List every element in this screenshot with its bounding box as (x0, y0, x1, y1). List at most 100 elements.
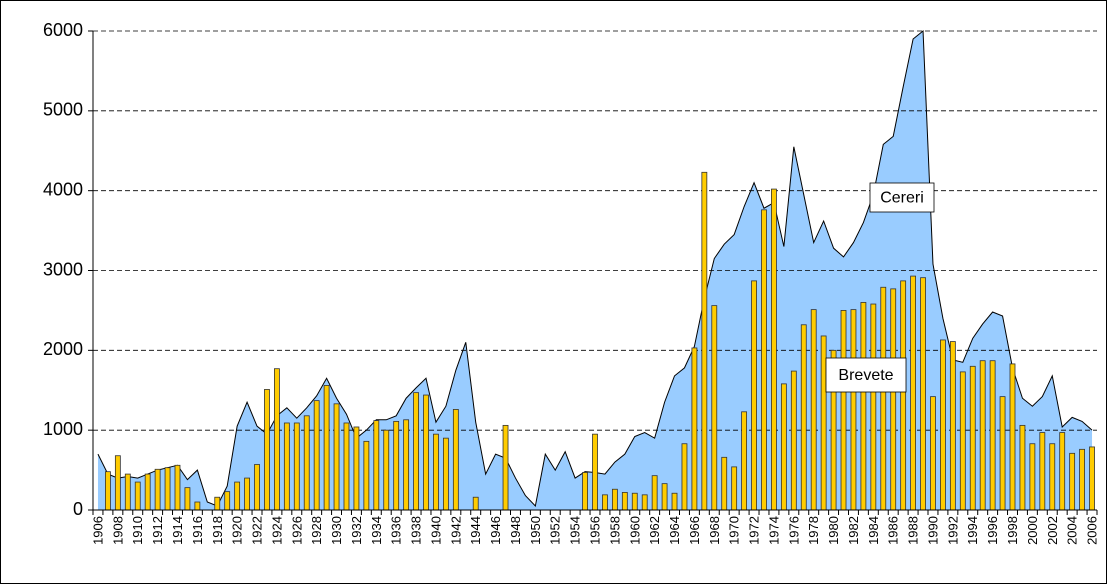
bar (602, 494, 608, 511)
bar (969, 365, 976, 511)
bar (403, 419, 410, 511)
x-tick-label: 1918 (210, 516, 225, 545)
bar (860, 302, 867, 511)
bar (363, 440, 370, 511)
x-tick-label: 1914 (170, 516, 185, 545)
bar (850, 309, 857, 511)
bar (134, 481, 141, 511)
bar (333, 403, 340, 511)
x-tick-label: 1926 (289, 516, 304, 545)
bar (393, 420, 400, 511)
y-tick-label: 2000 (43, 339, 83, 359)
bar (800, 324, 807, 511)
bar (194, 501, 201, 511)
x-tick-label: 1958 (607, 516, 622, 545)
bar (731, 466, 738, 511)
x-tick-label: 2004 (1065, 516, 1080, 545)
bar (184, 487, 191, 511)
bar (244, 477, 250, 511)
bar (920, 277, 926, 511)
bar (1039, 432, 1046, 511)
bar (989, 360, 996, 511)
bar (959, 371, 966, 511)
bar (1069, 452, 1076, 511)
bar (313, 400, 320, 511)
bar (681, 443, 688, 511)
y-tick-label: 1000 (43, 419, 83, 439)
bar (790, 370, 797, 511)
bar (373, 420, 380, 511)
x-tick-label: 1964 (667, 516, 682, 545)
x-tick-label: 1994 (965, 516, 980, 545)
x-tick-label: 1922 (250, 516, 265, 545)
bar (949, 341, 956, 511)
y-tick-label: 4000 (43, 179, 83, 199)
x-tick-label: 1938 (409, 516, 424, 545)
bar (780, 383, 787, 511)
bar (880, 286, 887, 511)
bar (1079, 448, 1085, 511)
x-tick-label: 1962 (647, 516, 662, 545)
x-tick-label: 1940 (428, 516, 443, 545)
bar (274, 368, 280, 511)
bar (283, 422, 290, 511)
bar (701, 171, 708, 511)
bar (592, 433, 598, 511)
bar (651, 475, 658, 511)
bar (810, 309, 817, 511)
bar (910, 275, 916, 511)
bar (164, 467, 171, 511)
bar (940, 339, 946, 511)
bar (423, 394, 429, 511)
x-tick-label: 1948 (508, 516, 523, 545)
bar (661, 483, 668, 511)
bar (1059, 432, 1066, 511)
x-tick-label: 1982 (846, 516, 861, 545)
bar (979, 360, 986, 511)
x-tick-label: 1910 (130, 516, 145, 545)
y-tick-label: 5000 (43, 100, 83, 120)
x-tick-label: 1966 (687, 516, 702, 545)
bar (631, 492, 638, 511)
bar (303, 415, 310, 511)
bar (721, 456, 728, 511)
x-tick-label: 1974 (766, 516, 781, 545)
x-tick-label: 1928 (309, 516, 324, 545)
x-tick-label: 1960 (627, 516, 642, 545)
bar (114, 455, 121, 511)
x-tick-label: 1916 (190, 516, 205, 545)
series-label: Brevete (838, 367, 893, 384)
x-tick-label: 1932 (349, 516, 364, 545)
bar (711, 305, 718, 511)
x-tick-label: 1992 (945, 516, 960, 545)
bar (144, 473, 151, 511)
x-tick-label: 1936 (389, 516, 404, 545)
bar (761, 209, 767, 511)
bar (930, 396, 936, 511)
x-tick-label: 1970 (727, 516, 742, 545)
x-tick-label: 1908 (110, 516, 125, 545)
bar (154, 468, 161, 511)
x-tick-label: 1934 (369, 516, 384, 545)
bar (671, 492, 678, 511)
x-tick-label: 2000 (1025, 516, 1040, 545)
x-tick-label: 2006 (1085, 516, 1100, 545)
bar (641, 494, 648, 511)
x-tick-label: 1952 (548, 516, 563, 545)
bar (1019, 424, 1026, 511)
bar (820, 335, 827, 511)
y-tick-label: 6000 (43, 20, 83, 40)
bar (1009, 363, 1016, 511)
bar (741, 411, 748, 511)
x-tick-label: 2002 (1045, 516, 1060, 545)
bar (433, 433, 439, 511)
bar (234, 481, 241, 511)
x-tick-label: 1998 (1005, 516, 1020, 545)
bar (413, 392, 419, 511)
bar (1089, 446, 1095, 511)
bar (174, 464, 181, 511)
bar (621, 492, 628, 511)
bar (751, 280, 757, 511)
x-tick-label: 1986 (886, 516, 901, 545)
